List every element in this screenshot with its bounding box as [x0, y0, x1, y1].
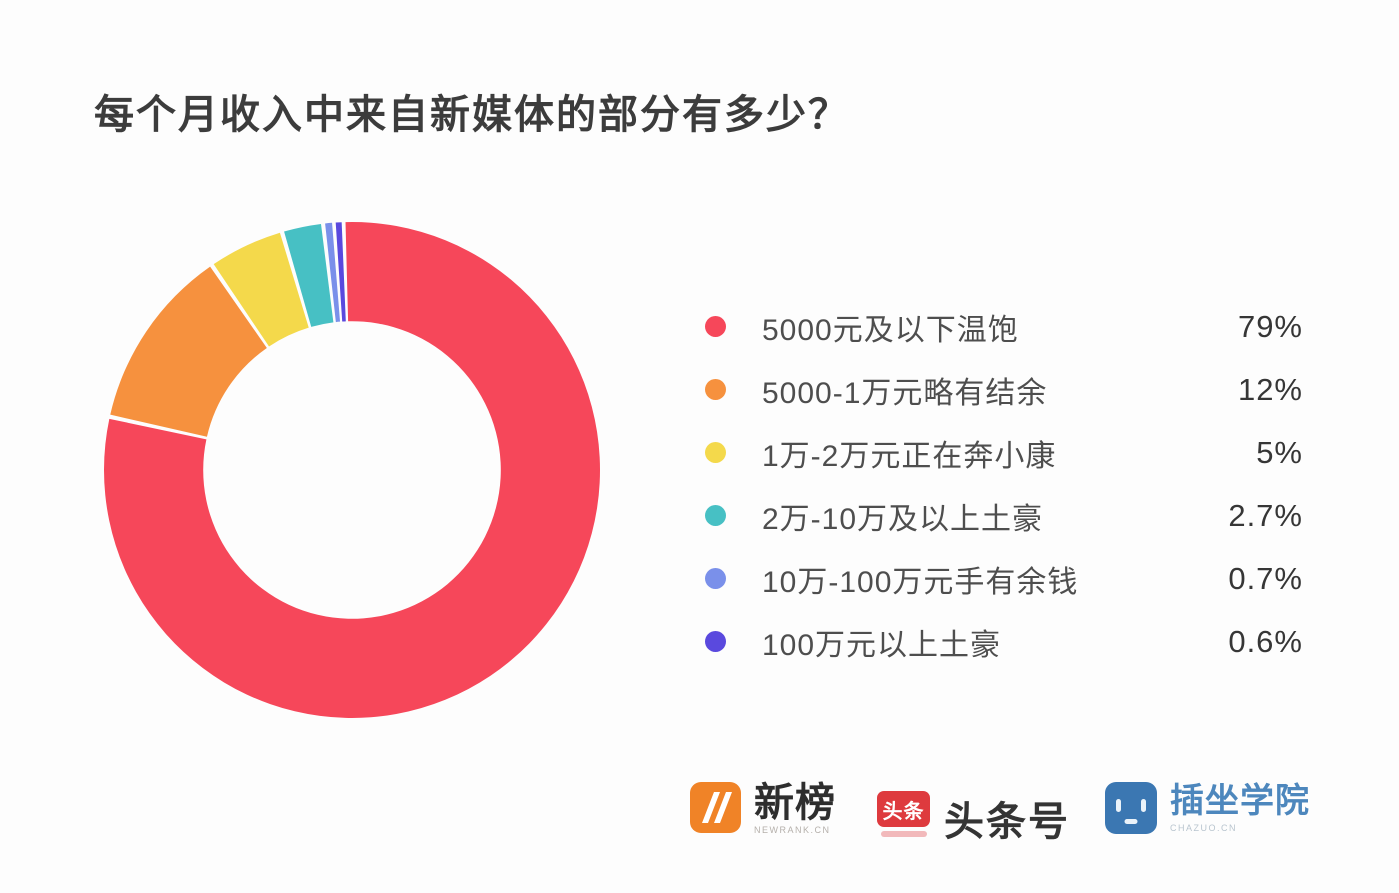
legend-value: 12%	[1237, 371, 1303, 407]
legend-value: 5%	[1256, 434, 1303, 470]
donut-chart	[104, 221, 601, 718]
legend-item: 100万元以上土豪 0.6%	[705, 610, 1303, 673]
chart-title: 每个月收入中来自新媒体的部分有多少？	[94, 93, 850, 137]
legend-item: 1万-2万元正在奔小康 5%	[705, 421, 1303, 484]
legend-swatch-icon	[705, 379, 726, 400]
donut-slice	[325, 222, 341, 323]
legend-value: 2.7%	[1228, 497, 1303, 533]
legend-swatch-icon	[705, 316, 726, 337]
legend-value: 0.7%	[1228, 560, 1303, 596]
newrank-lightning-icon	[690, 782, 741, 833]
chazuo-logo: 插坐学院 CHAZUO.CN	[1105, 782, 1310, 834]
donut-slice	[110, 266, 267, 437]
legend-label: 10万-100万元手有余钱	[762, 565, 1079, 599]
legend-value: 0.6%	[1228, 623, 1303, 659]
legend-swatch-icon	[705, 631, 726, 652]
newrank-wordmark: 新榜	[754, 781, 836, 825]
donut-slice	[104, 221, 601, 718]
legend-swatch-icon	[705, 568, 726, 589]
toutiao-logo: 头条 头条号	[877, 782, 1070, 847]
legend-swatch-icon	[705, 442, 726, 463]
chazuo-robot-face-icon	[1105, 782, 1157, 834]
legend-label: 100万元以上土豪	[762, 628, 1002, 662]
donut-slice	[213, 232, 309, 347]
legend-label: 1万-2万元正在奔小康	[762, 439, 1057, 473]
newrank-logo: 新榜 NEWRANK.CN	[690, 782, 836, 835]
donut-slice	[335, 222, 346, 322]
chart-legend: 5000元及以下温饱 79% 5000-1万元略有结余 12% 1万-2万元正在…	[705, 295, 1303, 673]
chazuo-caption: CHAZUO.CN	[1170, 823, 1237, 834]
legend-label: 2万-10万及以上土豪	[762, 502, 1044, 536]
donut-slice	[284, 223, 334, 327]
toutiao-icon: 头条	[877, 791, 930, 827]
legend-item: 5000-1万元略有结余 12%	[705, 358, 1303, 421]
legend-value: 79%	[1237, 308, 1303, 344]
legend-item: 5000元及以下温饱 79%	[705, 295, 1303, 358]
chazuo-wordmark: 插坐学院	[1170, 782, 1310, 820]
legend-item: 2万-10万及以上土豪 2.7%	[705, 484, 1303, 547]
legend-label: 5000元及以下温饱	[762, 313, 1019, 347]
legend-label: 5000-1万元略有结余	[762, 376, 1048, 410]
newrank-caption: NEWRANK.CN	[754, 825, 831, 835]
legend-item: 10万-100万元手有余钱 0.7%	[705, 547, 1303, 610]
toutiao-wordmark: 头条号	[944, 800, 1070, 844]
legend-swatch-icon	[705, 505, 726, 526]
toutiao-caption-smudge	[880, 831, 927, 837]
